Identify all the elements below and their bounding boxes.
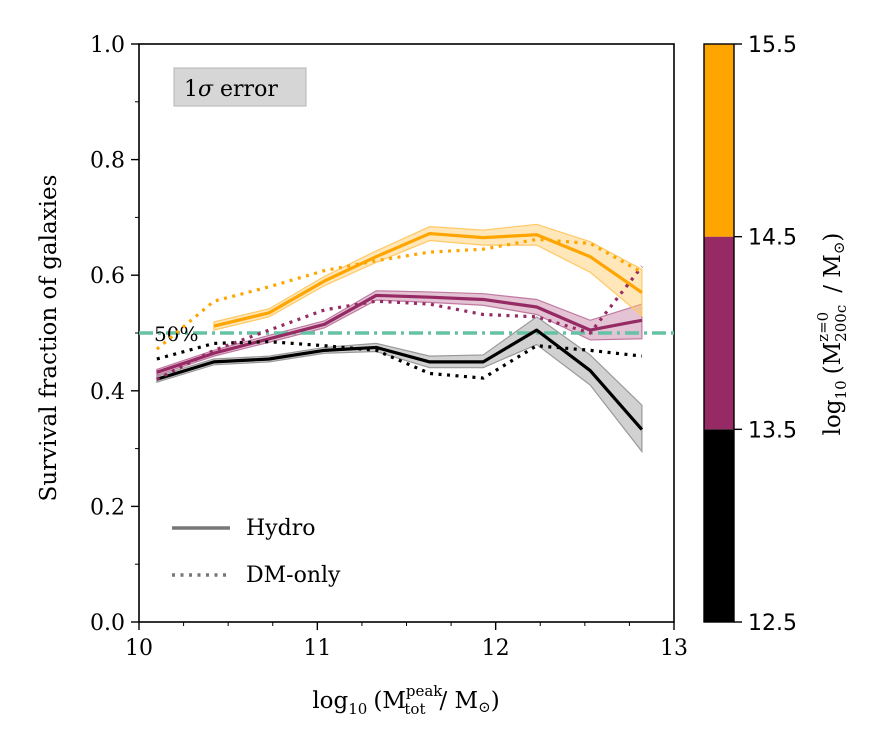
colorbar: 12.5 13.5 14.5 15.5 (703, 33, 797, 636)
reference-line-group: 50% (139, 322, 674, 346)
x-tick-label-0: 10 (125, 636, 153, 661)
colorbar-bin-2 (704, 44, 734, 237)
colorbar-tick-label-2: 14.5 (748, 226, 797, 251)
colorbar-tick-label-0: 12.5 (748, 611, 797, 636)
error-band-legend-label: 1σ error (184, 77, 278, 102)
colorbar-tick-label-3: 15.5 (748, 33, 797, 58)
error-band-legend: 1σ error (173, 67, 307, 107)
series-line-5 (155, 237, 643, 351)
y-tick-label-1: 0.2 (90, 495, 125, 520)
colorbar-label: log10(Mz=0200c/ M⊙) (814, 233, 850, 436)
colorbar-tick-label-1: 13.5 (748, 418, 797, 443)
x-tick-label-2: 12 (482, 636, 510, 661)
series-line-0 (156, 328, 644, 431)
x-axis-label: log10 (Mpeak tot / M⊙) (312, 682, 499, 718)
series-line-3 (156, 340, 643, 380)
colorbar-bin-1 (704, 236, 734, 430)
y-axis-label: Survival fraction of galaxies (36, 175, 62, 502)
series-line-1 (156, 293, 643, 374)
y-tick-label-4: 0.8 (90, 149, 125, 174)
legend-hydro-label: Hydro (246, 516, 315, 541)
error-band-2 (213, 223, 643, 331)
x-tick-label-3: 13 (660, 636, 688, 661)
error-band-legend-box (173, 67, 307, 107)
legend-dmonly-label: DM-only (246, 563, 341, 588)
error-band-0 (156, 316, 643, 454)
y-tick-label-3: 0.6 (90, 264, 125, 289)
colorbar-bin-0 (704, 429, 734, 622)
x-tick-label-1: 11 (303, 636, 331, 661)
style-legend: Hydro DM-only (172, 516, 341, 588)
y-tick-label-0: 0.0 (90, 611, 125, 636)
colorbar-frame (703, 43, 735, 623)
error-band-1 (156, 290, 643, 377)
y-tick-label-5: 1.0 (90, 33, 125, 58)
series-line-2 (213, 231, 643, 328)
y-tick-label-2: 0.4 (90, 380, 125, 405)
series-lines (155, 231, 644, 431)
reference-line-label: 50% (154, 322, 198, 346)
axis-ticks: 10 11 12 13 0.0 0.2 0.4 0.6 0.8 1.0 (90, 33, 688, 661)
